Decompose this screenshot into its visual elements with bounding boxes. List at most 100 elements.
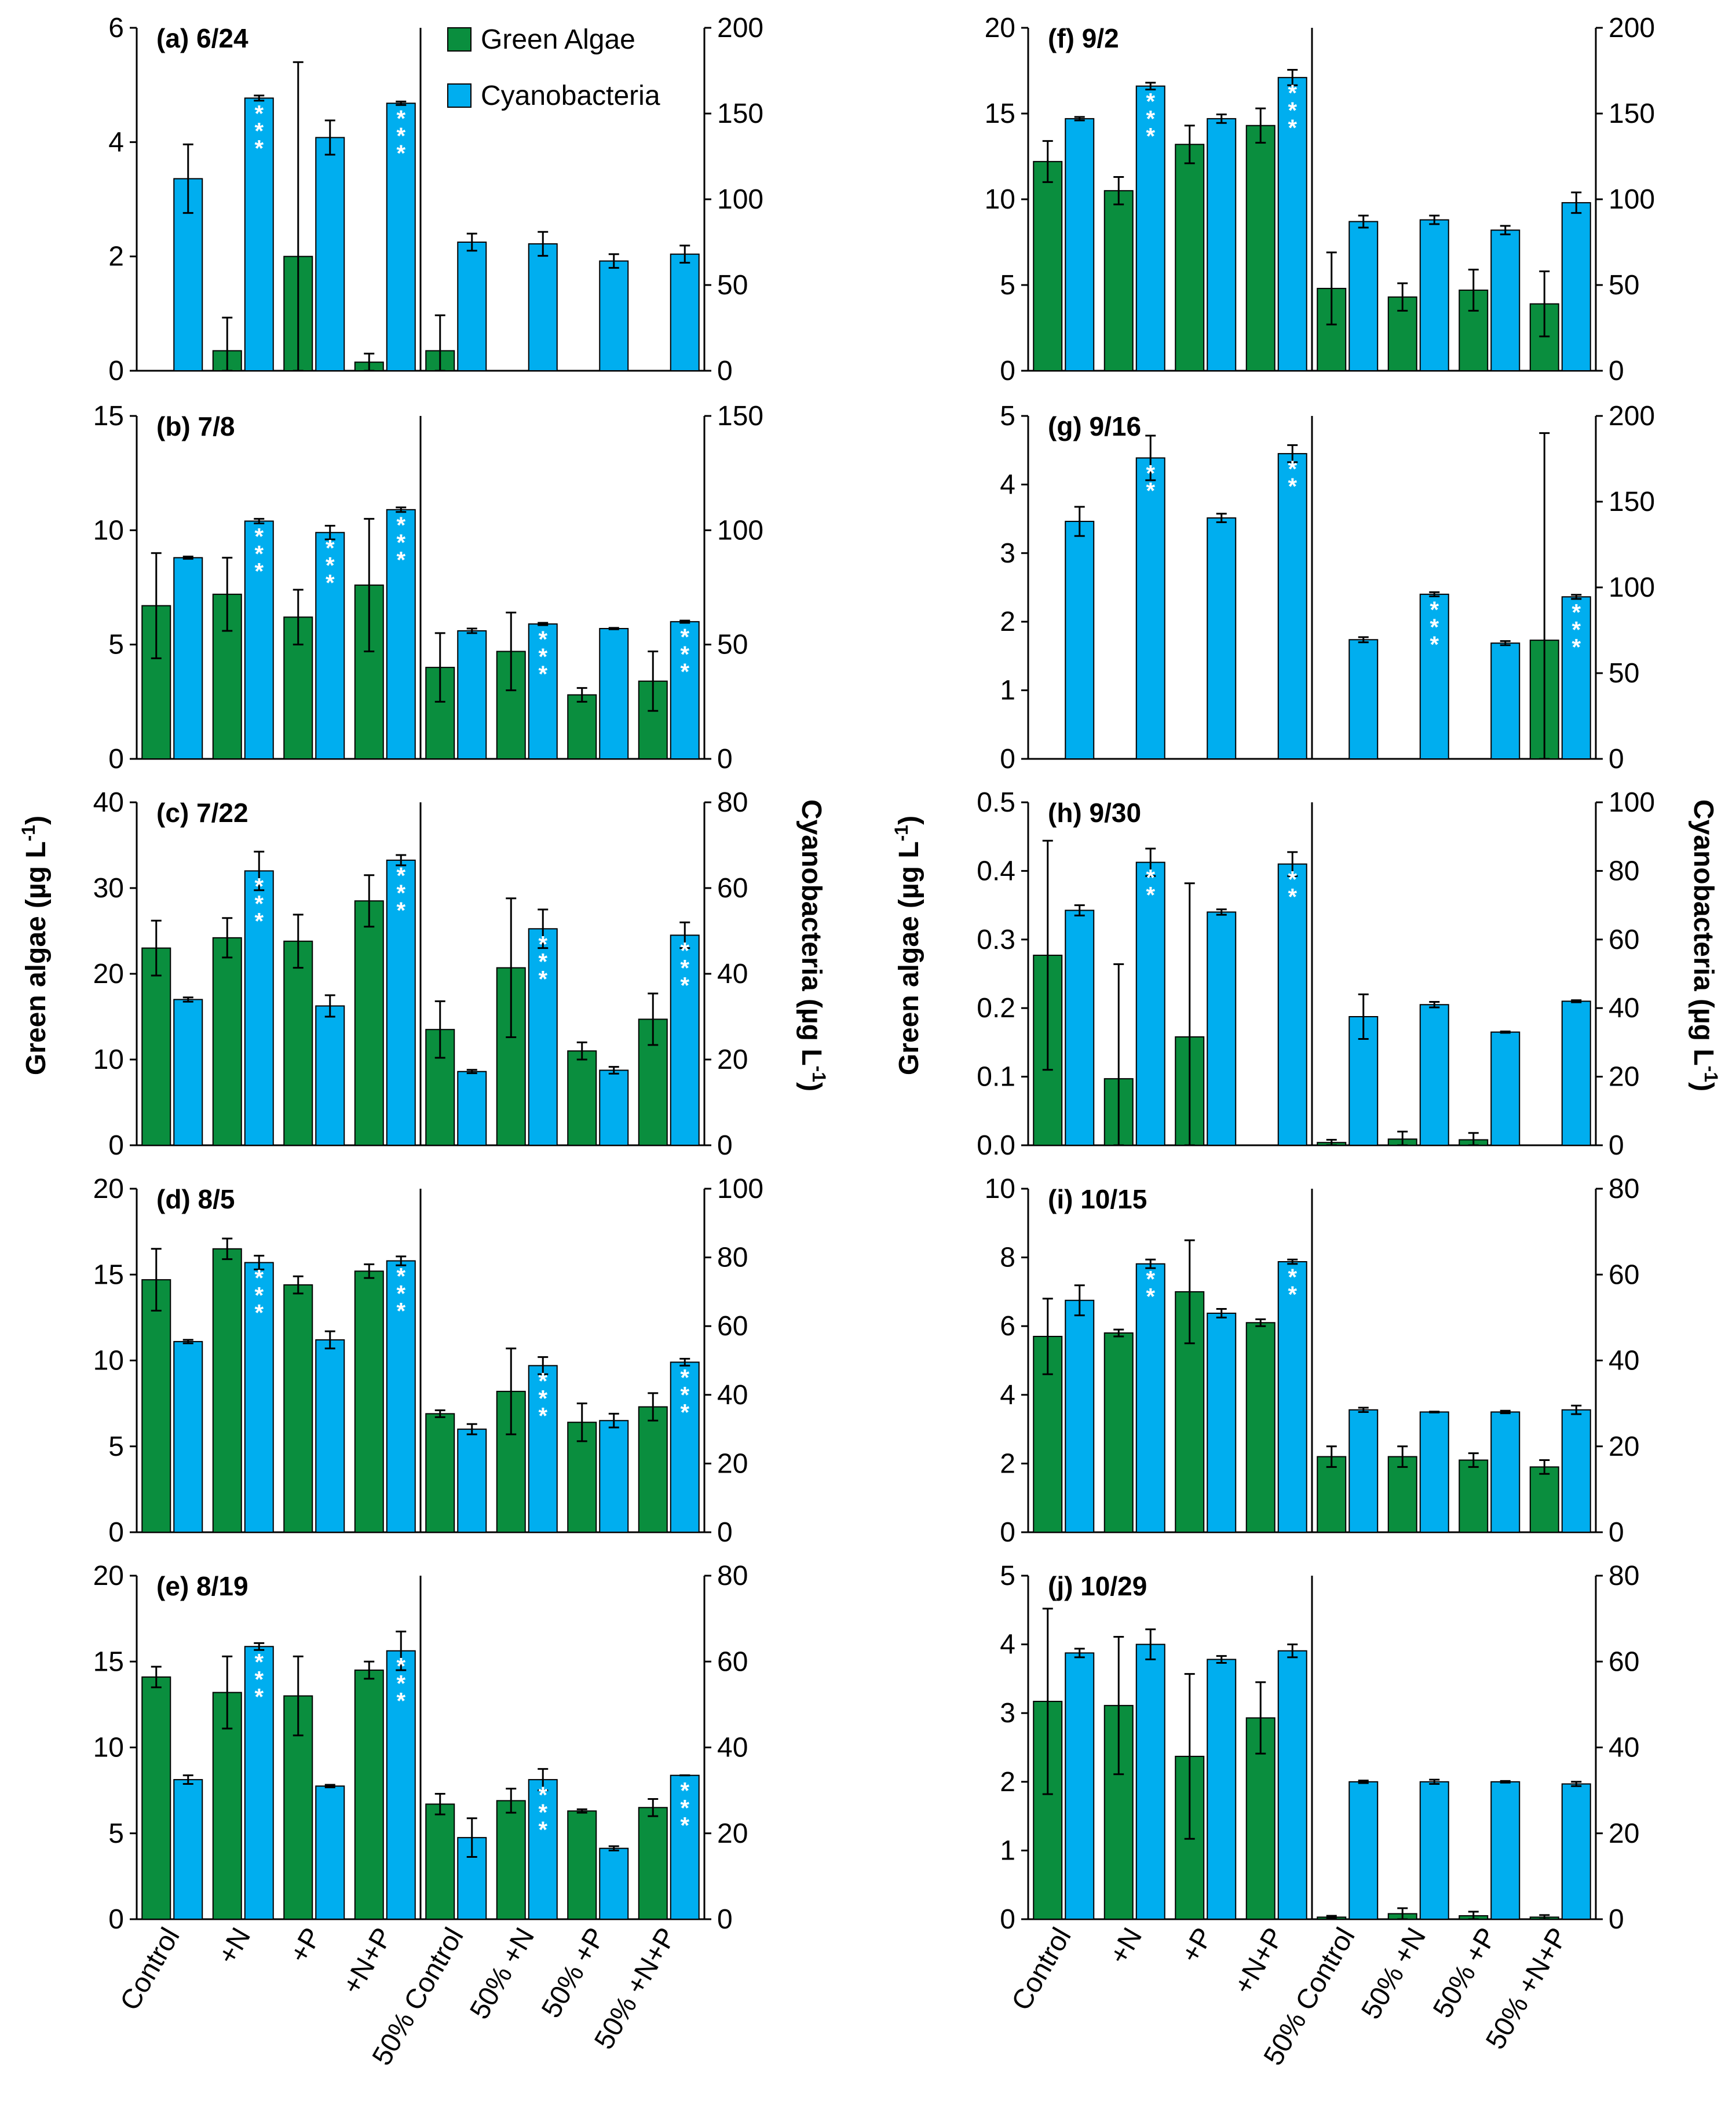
right-y-tick-label: 40 <box>717 1380 748 1411</box>
significance-star: * <box>1146 478 1155 504</box>
green-algae-bar <box>425 1413 455 1533</box>
significance-stars: * * * <box>680 938 689 998</box>
significance-star: * <box>680 1400 689 1425</box>
right-y-tick-label: 60 <box>1609 925 1639 955</box>
significance-star: * <box>680 659 689 685</box>
cyanobacteria-bar <box>1207 517 1237 759</box>
significance-star: * <box>254 908 264 934</box>
green-algae-bar <box>1245 1322 1275 1533</box>
left-y-tick-label: 10 <box>93 515 124 546</box>
panel-title: (e) 8/19 <box>156 1571 248 1601</box>
cyanobacteria-bar <box>315 532 345 760</box>
cyanobacteria-bar <box>315 1785 345 1920</box>
left-y-tick-label: 0 <box>1000 356 1015 386</box>
cyanobacteria-bar <box>1490 642 1521 759</box>
panel-title: (f) 9/2 <box>1048 23 1119 53</box>
legend-swatch-cyan <box>447 83 472 108</box>
cyanobacteria-bar <box>244 1646 274 1920</box>
significance-stars: * * * <box>254 874 264 934</box>
left-y-tick-label: 5 <box>108 1818 124 1849</box>
right-y-tick-label: 60 <box>1609 1259 1639 1290</box>
cyanobacteria-bar <box>1135 457 1165 759</box>
significance-stars: * * * <box>680 624 689 685</box>
cyanobacteria-bar <box>1135 861 1165 1146</box>
cyanobacteria-bar <box>528 1365 558 1533</box>
cyanobacteria-bar <box>1207 1659 1237 1920</box>
right-y-tick-label: 150 <box>1609 487 1655 517</box>
significance-star: * <box>680 1365 689 1390</box>
cyanobacteria-bar <box>1065 521 1095 759</box>
left-y-tick-label: 0 <box>1000 1517 1015 1548</box>
left-y-tick-label: 0.5 <box>977 787 1015 818</box>
significance-star: * <box>538 949 547 974</box>
significance-stars: * * * <box>254 101 264 161</box>
significance-star: * <box>1430 597 1439 623</box>
left-y-tick-label: 2 <box>108 242 124 272</box>
left-y-tick-label: 0 <box>108 744 124 775</box>
cyanobacteria-bar <box>599 628 629 760</box>
green-algae-bar <box>1317 1456 1347 1533</box>
left-y-tick-label: 2 <box>1000 1767 1015 1798</box>
significance-stars: * * <box>1146 865 1155 908</box>
cyanobacteria-bar <box>1348 221 1379 371</box>
left-y-tick-label: 0.0 <box>977 1130 1015 1161</box>
significance-stars: * * * <box>396 513 405 573</box>
significance-star: * <box>1288 98 1297 123</box>
right-y-tick-label: 100 <box>1609 184 1655 215</box>
left-y-tick-label: 4 <box>108 127 124 158</box>
right-y-tick-label: 60 <box>1609 1646 1639 1677</box>
significance-star: * <box>254 524 264 550</box>
significance-star: * <box>538 644 547 670</box>
green-algae-bar <box>1459 289 1489 371</box>
left-y-tick-label: 10 <box>93 1044 124 1075</box>
green-algae-bar <box>212 1692 242 1920</box>
panel-title: (h) 9/30 <box>1048 798 1141 828</box>
right-y-tick-label: 60 <box>717 1646 748 1677</box>
significance-star: * <box>254 1667 264 1692</box>
cyanobacteria-bar <box>386 103 416 372</box>
green-algae-bar <box>141 1676 171 1920</box>
cyanobacteria-bar <box>1419 1411 1449 1533</box>
significance-star: * <box>1571 634 1581 660</box>
significance-star: * <box>396 547 405 573</box>
cyanobacteria-bar <box>1419 1004 1449 1146</box>
significance-star: * <box>396 1689 405 1714</box>
x-category-label: +P <box>284 1923 328 1968</box>
significance-star: * <box>254 559 264 585</box>
green-algae-bar <box>141 947 171 1146</box>
significance-stars: * * * <box>538 627 547 687</box>
significance-star: * <box>1146 1267 1155 1292</box>
significance-star: * <box>1288 81 1297 106</box>
cyanobacteria-bar <box>386 1260 416 1533</box>
significance-star: * <box>680 973 689 998</box>
cyanobacteria-bar <box>1065 118 1095 371</box>
left-y-tick-label: 8 <box>1000 1243 1015 1273</box>
significance-star: * <box>1146 89 1155 115</box>
cyanobacteria-bar <box>1135 1263 1165 1533</box>
cyanobacteria-bar <box>244 97 274 372</box>
green-algae-bar <box>1033 160 1063 371</box>
green-algae-bar <box>283 1284 313 1533</box>
green-algae-bar <box>1459 1459 1489 1533</box>
significance-star: * <box>1288 867 1297 893</box>
significance-star: * <box>538 966 547 992</box>
significance-stars: * * * <box>254 524 264 585</box>
left-y-tick-label: 10 <box>93 1733 124 1763</box>
significance-star: * <box>1146 124 1155 149</box>
significance-stars: * * * <box>1146 89 1155 149</box>
significance-star: * <box>396 1264 405 1290</box>
significance-stars: * * * <box>396 106 405 166</box>
significance-star: * <box>538 662 547 687</box>
left-y-tick-label: 1 <box>1000 675 1015 706</box>
cyanobacteria-bar <box>1490 1411 1521 1533</box>
right-y-tick-label: 100 <box>1609 787 1655 818</box>
right-y-tick-label: 20 <box>717 1818 748 1849</box>
cyanobacteria-bar <box>457 630 487 760</box>
cyanobacteria-bar <box>457 1071 487 1146</box>
right-y-axis-title-left: Cyanobacteria (µg L-1) <box>796 799 829 1091</box>
